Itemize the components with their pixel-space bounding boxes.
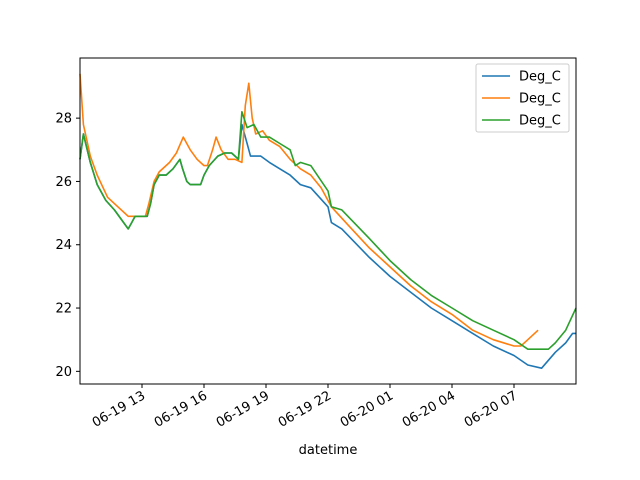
y-tick-label: 22 [55,302,72,317]
legend-label-2: Deg_C [519,92,561,107]
legend: Deg_C Deg_C Deg_C [475,63,570,133]
x-axis-label: datetime [299,443,358,458]
y-tick-label: 26 [55,175,72,190]
legend-items: Deg_C Deg_C Deg_C [482,70,561,129]
y-tick-label: 20 [55,365,72,380]
legend-box [475,63,570,133]
y-tick-label: 24 [55,238,72,253]
legend-label-3: Deg_C [519,114,561,129]
legend-label-1: Deg_C [519,70,561,85]
y-axis: 20 22 24 26 28 [55,112,80,380]
series-line-3 [79,111,577,350]
series-layer [79,73,577,369]
y-tick-label: 28 [55,112,72,127]
